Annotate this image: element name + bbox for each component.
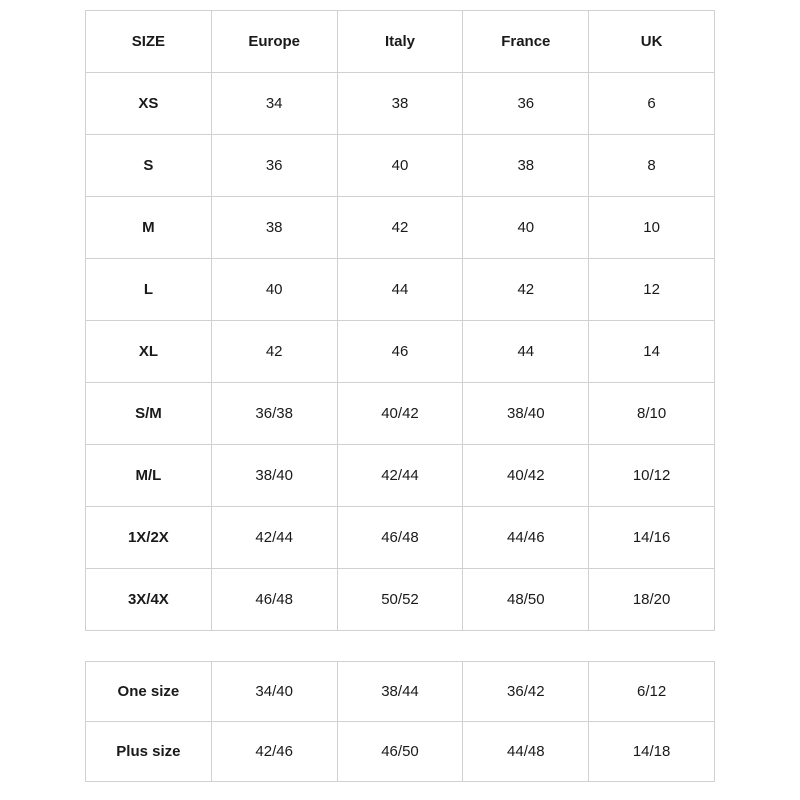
size-value: 40 [463,197,589,259]
size-value: 38 [211,197,337,259]
size-value: 46/48 [211,569,337,631]
size-value: 42/46 [211,722,337,782]
size-value: 40 [337,135,463,197]
size-value: 40 [211,259,337,321]
size-label: M/L [86,445,212,507]
size-value: 6/12 [589,662,715,722]
size-value: 42/44 [337,445,463,507]
size-value: 10/12 [589,445,715,507]
size-value: 48/50 [463,569,589,631]
size-label: S/M [86,383,212,445]
table-row: 3X/4X 46/48 50/52 48/50 18/20 [86,569,715,631]
size-value: 8/10 [589,383,715,445]
size-value: 36/42 [463,662,589,722]
size-value: 6 [589,73,715,135]
table-row: S/M 36/38 40/42 38/40 8/10 [86,383,715,445]
size-value: 10 [589,197,715,259]
size-label: XS [86,73,212,135]
table-row: M/L 38/40 42/44 40/42 10/12 [86,445,715,507]
size-label: One size [86,662,212,722]
size-value: 8 [589,135,715,197]
size-value: 38 [337,73,463,135]
size-value: 34/40 [211,662,337,722]
size-value: 42/44 [211,507,337,569]
size-value: 46 [337,321,463,383]
size-value: 38/40 [463,383,589,445]
header-europe: Europe [211,11,337,73]
header-italy: Italy [337,11,463,73]
size-value: 50/52 [337,569,463,631]
size-value: 44/46 [463,507,589,569]
size-value: 46/48 [337,507,463,569]
size-label: XL [86,321,212,383]
table-header-row: SIZE Europe Italy France UK [86,11,715,73]
size-value: 46/50 [337,722,463,782]
size-value: 38/40 [211,445,337,507]
table-row: 1X/2X 42/44 46/48 44/46 14/16 [86,507,715,569]
size-value: 38 [463,135,589,197]
size-value: 40/42 [337,383,463,445]
size-chart-main-table: SIZE Europe Italy France UK XS 34 38 36 … [85,10,715,631]
table-row: One size 34/40 38/44 36/42 6/12 [86,662,715,722]
size-value: 12 [589,259,715,321]
size-value: 34 [211,73,337,135]
size-label: 3X/4X [86,569,212,631]
header-size: SIZE [86,11,212,73]
size-value: 44 [463,321,589,383]
size-value: 36/38 [211,383,337,445]
size-value: 14/18 [589,722,715,782]
table-separator [85,631,715,661]
size-value: 38/44 [337,662,463,722]
size-label: L [86,259,212,321]
size-value: 42 [337,197,463,259]
size-value: 40/42 [463,445,589,507]
size-value: 44/48 [463,722,589,782]
table-row: S 36 40 38 8 [86,135,715,197]
size-value: 14 [589,321,715,383]
size-label: S [86,135,212,197]
table-row: M 38 42 40 10 [86,197,715,259]
size-label: Plus size [86,722,212,782]
size-value: 36 [211,135,337,197]
size-label: 1X/2X [86,507,212,569]
header-uk: UK [589,11,715,73]
size-value: 18/20 [589,569,715,631]
header-france: France [463,11,589,73]
table-row: Plus size 42/46 46/50 44/48 14/18 [86,722,715,782]
table-row: XL 42 46 44 14 [86,321,715,383]
size-value: 44 [337,259,463,321]
size-value: 42 [211,321,337,383]
size-value: 42 [463,259,589,321]
table-row: XS 34 38 36 6 [86,73,715,135]
size-value: 36 [463,73,589,135]
size-chart-extra-table: One size 34/40 38/44 36/42 6/12 Plus siz… [85,661,715,782]
size-label: M [86,197,212,259]
table-row: L 40 44 42 12 [86,259,715,321]
size-value: 14/16 [589,507,715,569]
